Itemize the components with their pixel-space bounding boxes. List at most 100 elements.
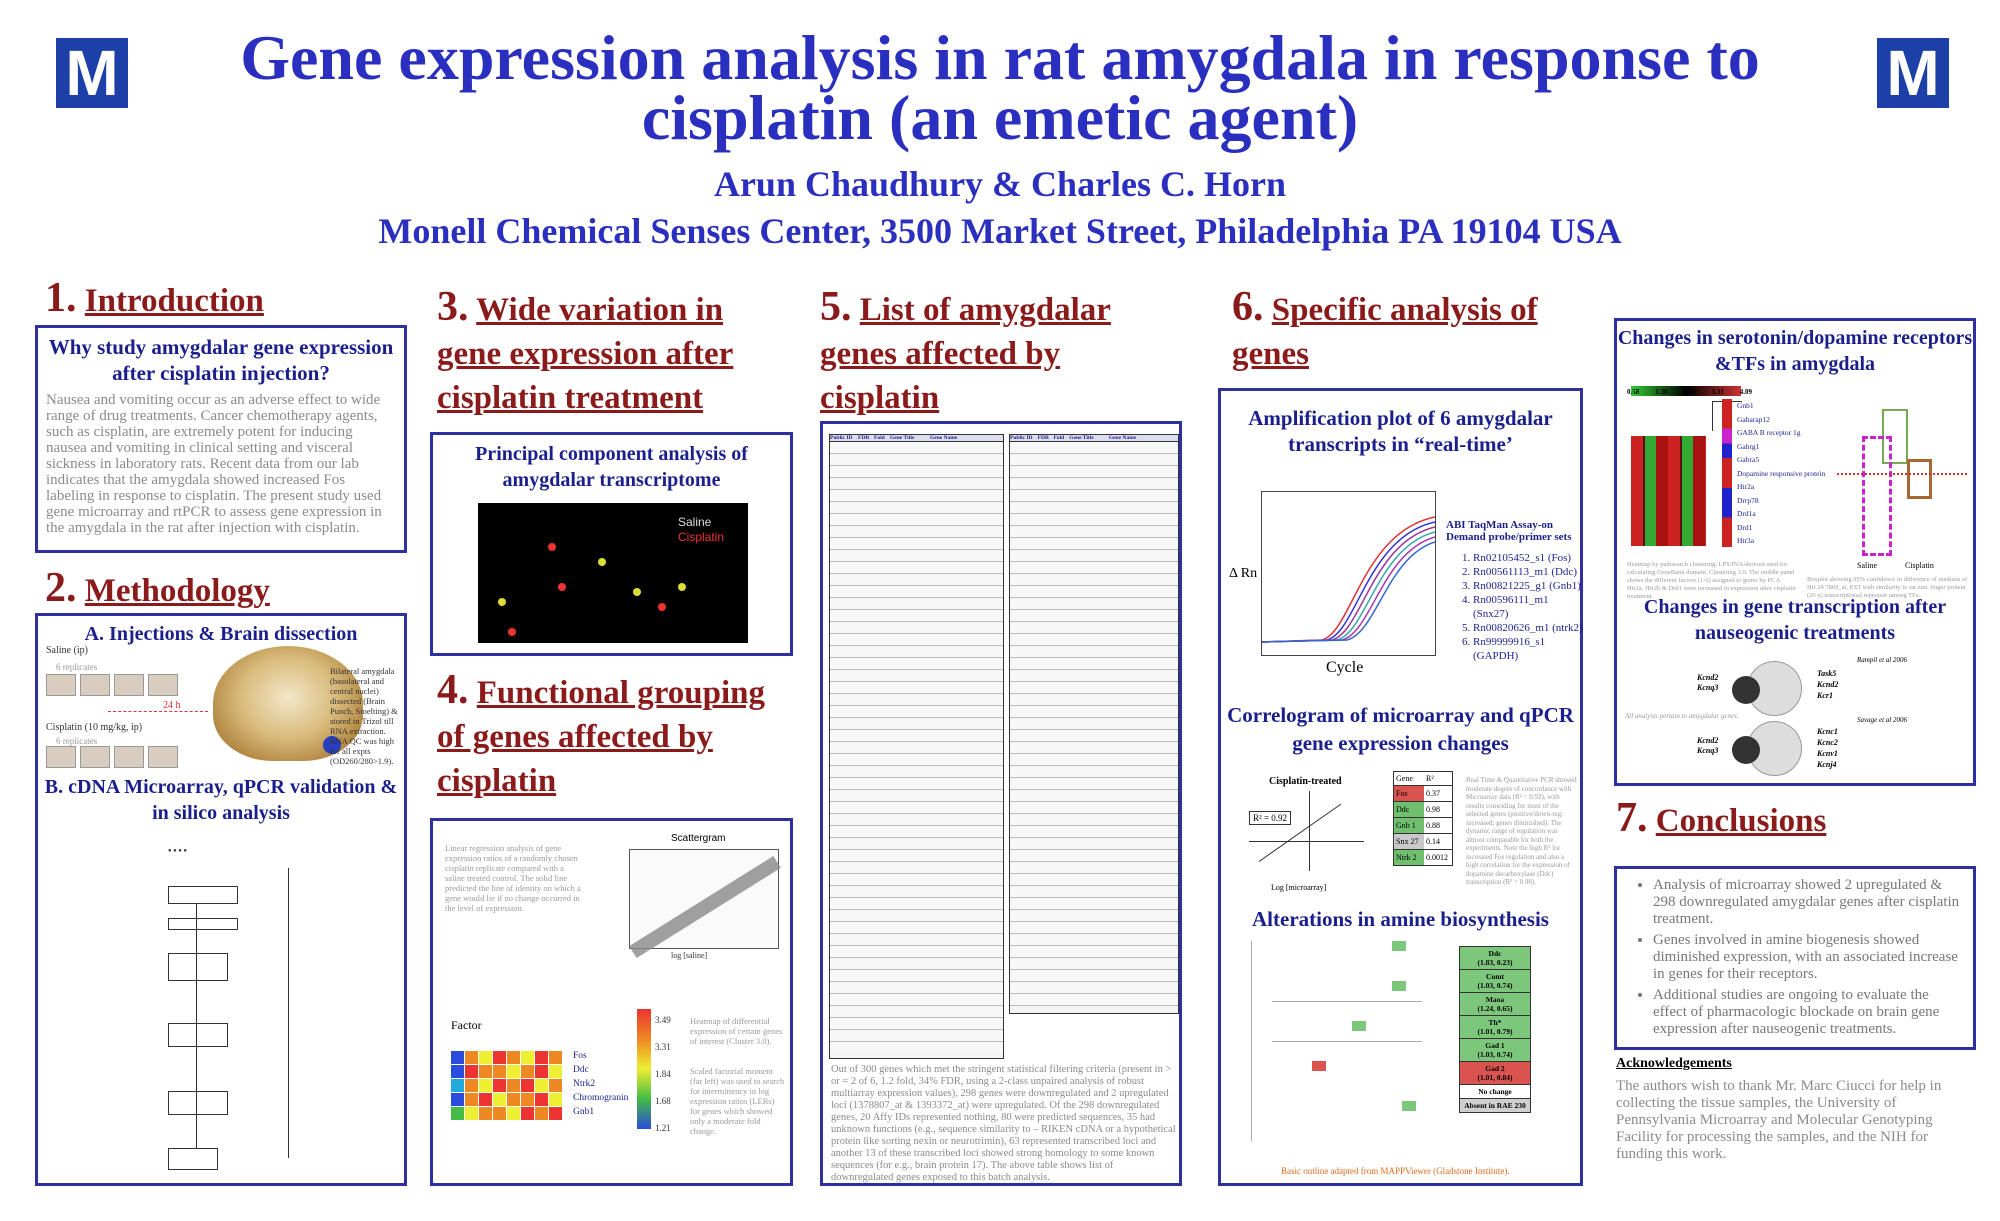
amine-value: (1.01, 0.79) — [1477, 1027, 1513, 1036]
conclusions-list: Analysis of microarray showed 2 upregula… — [1625, 877, 1965, 1038]
gene-list-box: Public ID FDR Fold Gene Title Gene Name … — [820, 421, 1182, 1186]
amine-gene: Gad 2 — [1485, 1064, 1505, 1073]
section-conclusions-title: 7. Conclusions — [1616, 796, 1976, 843]
corr-value: 0.88 — [1426, 821, 1440, 830]
r2-label: R² = 0.92 — [1249, 811, 1292, 825]
gene-label: Drrp78 — [1737, 495, 1759, 505]
amine-gene: No change — [1460, 1085, 1530, 1099]
corr-value: 0.98 — [1426, 805, 1440, 814]
venn-label: Kcnc2 — [1817, 738, 1838, 747]
flowchart: ● ● ● ● — [148, 848, 323, 1178]
poster-authors: Arun Chaudhury & Charles C. Horn — [713, 164, 1287, 204]
gene-label: Gabra5 — [1737, 455, 1760, 464]
section-list-title: 5. List of amygdalar genes affected by c… — [820, 285, 1150, 420]
pca-point — [508, 628, 516, 636]
gene-label: Chromogranin — [573, 1093, 629, 1103]
gene-label: Htr2a — [1737, 482, 1755, 491]
corr-head: Gene — [1396, 774, 1413, 783]
section-label: List of amygdalar genes affected by cisp… — [820, 292, 1111, 416]
scatter-xlabel: log [saline] — [671, 951, 708, 960]
amp-curves — [1261, 516, 1436, 643]
conclusion-item: Analysis of microarray showed 2 upregula… — [1653, 877, 1965, 928]
gene-label: Fos — [573, 1051, 587, 1061]
corr-value: 0.14 — [1426, 837, 1440, 846]
amine-value: (1.03, 0.74) — [1477, 981, 1513, 990]
poster-title: Gene expression analysis in rat amygdala… — [240, 22, 1760, 153]
probe-list: Rn02105452_s1 (Fos) Rn00561113_m1 (Ddc) … — [1461, 551, 1586, 663]
corr-head: R² — [1426, 774, 1434, 783]
pca-point — [598, 558, 606, 566]
venn-label: Task5 — [1817, 669, 1837, 678]
col-head: Fold — [874, 435, 885, 441]
corr-xlabel: Log [microarray] — [1271, 883, 1327, 892]
corr-heading: Correlogram of microarray and qPCR gene … — [1227, 703, 1574, 755]
corr-value: 0.0012 — [1426, 853, 1448, 862]
amine-gene: Th* — [1488, 1018, 1502, 1027]
monell-logo-right: M — [1877, 38, 1949, 108]
intro-heading: Why study amygdalar gene expression afte… — [48, 335, 394, 385]
legend-saline: Saline — [678, 515, 712, 529]
saline-rats — [46, 674, 178, 696]
specific-box: Amplification plot of 6 amygdalar transc… — [1218, 388, 1583, 1186]
col-head: Public ID — [830, 435, 853, 441]
methods-sub-b: B. cDNA Microarray, qPCR validation & in… — [44, 776, 398, 824]
section-label: Methodology — [84, 573, 270, 609]
scatter-plot: Scattergram log [saline] — [611, 833, 781, 963]
amine-value: (1.24, 0.65) — [1477, 1004, 1513, 1013]
serotonin-note: Heatmap by pathsearch clustering. LPS/IN… — [1627, 561, 1796, 600]
amine-gene: Comt — [1486, 972, 1504, 981]
scale-tick: 2.32 — [1683, 388, 1696, 396]
intro-body: Nausea and vomiting occur as an adverse … — [46, 392, 382, 536]
pca-box: Principal component analysis of amygdala… — [430, 432, 793, 656]
amygdala-marker — [323, 736, 341, 754]
ref-2: Savage et al 2006 — [1857, 716, 1907, 724]
venn-2-left-labels: Kcnd2 Kcnq3 — [1697, 736, 1718, 756]
ack-body: The authors wish to thank Mr. Marc Ciucc… — [1616, 1078, 1942, 1162]
section-number: 4. — [437, 667, 469, 713]
corr-note: Real Time & Quantitative PCR showed mode… — [1466, 776, 1577, 886]
corr-gene: Fos — [1394, 786, 1424, 801]
venn-label: Kcnq3 — [1697, 746, 1719, 755]
ack-heading: Acknowledgements — [1616, 1056, 1732, 1071]
section-number: 7. — [1616, 795, 1648, 841]
scatter-area — [629, 849, 781, 958]
gene-label: Ddc — [573, 1065, 589, 1075]
factor-bar — [1722, 399, 1732, 547]
heatmap-scale-bar — [637, 1009, 651, 1129]
amine-value: (1.83, 0.23) — [1477, 958, 1513, 967]
amp-heading: Amplification plot of 6 amygdalar transc… — [1248, 406, 1553, 456]
serotonin-note-2: Boxplot showing 95% confidence in differ… — [1807, 576, 1968, 599]
serotonin-scale: 0.58 1.30 2.32 3.31 4.09 — [1627, 388, 1752, 396]
section-label: Conclusions — [1655, 803, 1827, 839]
heatmap-genes: Fos Ddc Ntrk2 Chromogranin Gnb1 — [573, 1049, 628, 1119]
col-head: Gene Name — [930, 435, 958, 441]
time-label: 24 h — [163, 700, 181, 711]
venn-label: Kcnd2 — [1697, 736, 1719, 745]
gene-label: Gabarap12 — [1737, 414, 1770, 424]
section-functional-title: 4. Functional grouping of genes affected… — [437, 668, 777, 803]
gene-label: Gnb1 — [573, 1107, 595, 1117]
methods-sub-a: A. Injections & Brain dissection — [84, 623, 358, 645]
venn-label: Kcnj4 — [1817, 760, 1837, 769]
scale-tick: 3.49 — [655, 1015, 671, 1025]
timeline-arrow — [108, 711, 208, 712]
section-label: Functional grouping of genes affected by… — [437, 675, 765, 799]
scale-tick: 1.84 — [655, 1069, 671, 1079]
gene-label: GABA B receptor 1g — [1737, 428, 1801, 437]
heatmap-scale: 3.49 3.31 1.84 1.68 1.21 — [655, 1007, 671, 1142]
transcription-heading: Changes in gene transcription after naus… — [1643, 596, 1947, 644]
section-variation-title: 3. Wide variation in gene expression aft… — [437, 285, 777, 420]
conclusion-item: Genes involved in amine biogenesis showe… — [1653, 932, 1965, 983]
section-label: Wide variation in gene expression after … — [437, 292, 734, 416]
gene-label: Dopamine responsive protein — [1737, 468, 1826, 478]
amine-gene: Absent in RAE 230 — [1460, 1099, 1530, 1112]
scatter-note: Linear regression analysis of gene expre… — [445, 843, 581, 913]
ref-1: Rampil et al 2006 — [1857, 656, 1907, 664]
amine-value: (1.01, 0.84) — [1477, 1073, 1513, 1082]
monell-logo-left: M — [56, 38, 128, 108]
scatter-title: Scattergram — [671, 833, 726, 844]
probe-title: ABI TaqMan Assay-on Demand probe/primer … — [1446, 519, 1572, 543]
amine-pathway-diagram — [1251, 941, 1441, 1141]
box-label-saline: Saline — [1857, 561, 1877, 570]
corr-gene: Gnb 1 — [1394, 818, 1424, 833]
